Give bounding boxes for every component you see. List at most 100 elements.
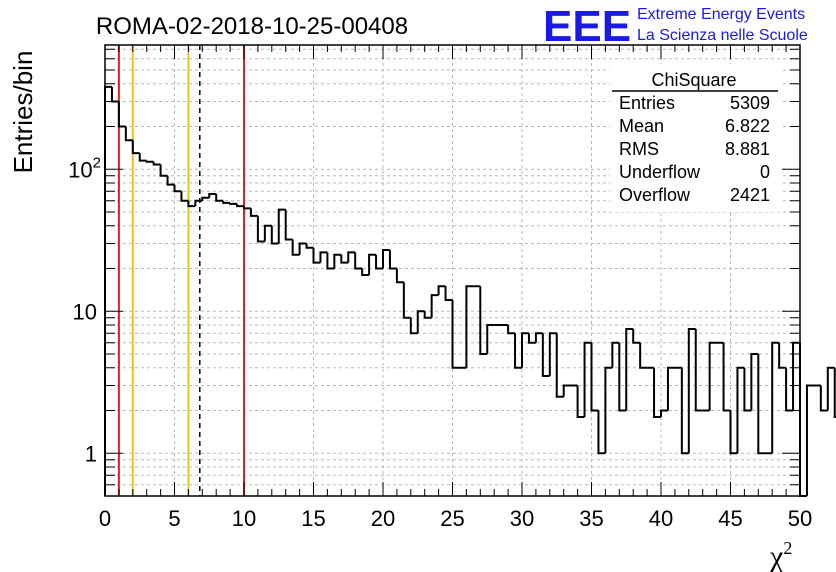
histogram-bin — [423, 311, 432, 319]
plot-frame — [104, 44, 801, 497]
histogram-bin — [833, 367, 836, 419]
stats-box: ChiSquare Entries 5309 Mean 6.822 RMS 8.881 Un… — [610, 64, 780, 212]
histogram-bin — [368, 253, 377, 276]
x-tick-label: 20 — [371, 506, 395, 531]
histogram-bin — [618, 342, 627, 412]
histogram-bin — [743, 367, 752, 412]
x-tick-label: 50 — [788, 506, 812, 531]
histogram-bin — [805, 384, 814, 496]
histogram-bin — [277, 208, 286, 244]
histogram-bin — [771, 341, 780, 454]
histogram-bin — [437, 285, 446, 296]
histogram-bin — [326, 252, 335, 270]
histogram-bin — [785, 367, 794, 412]
histogram-bin — [562, 384, 571, 397]
histogram-bin — [124, 126, 133, 142]
x-tick-label: 5 — [168, 506, 180, 531]
x-tick-label: 35 — [579, 506, 603, 531]
histogram-bin — [131, 140, 140, 155]
histogram-bin — [639, 342, 648, 369]
histogram-bin — [778, 342, 787, 369]
histogram-bin — [110, 86, 119, 103]
histogram-bin — [430, 294, 439, 318]
histogram-bin — [180, 191, 189, 202]
histogram-bin — [284, 209, 293, 241]
histogram-bin — [388, 250, 397, 270]
histogram-bin — [361, 268, 370, 277]
stats-row-value: 2421 — [730, 185, 770, 205]
y-tick-label: 102 — [68, 154, 101, 182]
histogram-bin — [826, 366, 835, 411]
stats-row-label: Overflow — [619, 185, 691, 205]
axes — [104, 44, 801, 497]
histogram-bin — [687, 327, 696, 454]
eee-logo-line2: La Scienza nelle Scuole — [637, 27, 808, 44]
histogram-bin — [632, 328, 641, 344]
histogram-bin — [117, 101, 126, 128]
y-axis-title: Entries/bin — [8, 51, 38, 174]
x-axis-title-base: χ — [769, 540, 784, 572]
histogram-bin — [521, 332, 529, 368]
histogram-bin — [479, 286, 488, 356]
histogram-bin — [222, 200, 231, 204]
histogram-bin — [736, 366, 745, 454]
histogram-bin — [152, 161, 161, 166]
x-tick-label: 40 — [649, 506, 673, 531]
x-tick-label: 10 — [232, 506, 256, 531]
histogram-series — [104, 85, 836, 497]
histogram-bin — [305, 243, 314, 249]
histogram-bin — [666, 366, 675, 411]
histogram-bin — [173, 184, 182, 193]
stats-box-name: ChiSquare — [651, 70, 736, 90]
histogram-bin — [660, 409, 668, 418]
stats-box-background — [610, 64, 780, 212]
histogram-bin — [347, 251, 356, 263]
x-tick-label: 25 — [440, 506, 464, 531]
histogram-bin — [354, 252, 363, 270]
histogram-bin — [708, 341, 717, 411]
stats-row-label: Entries — [619, 93, 675, 113]
histogram-bin — [792, 341, 800, 411]
y-tick-label: 10 — [73, 299, 97, 324]
histogram-bin — [444, 286, 453, 302]
histogram-bin — [395, 268, 404, 284]
eee-logo-line1: Extreme Energy Events — [637, 6, 805, 23]
histogram-bin — [527, 333, 536, 344]
histogram-bin — [208, 192, 217, 198]
histogram-bin — [451, 300, 460, 369]
tick-labels: 0 5 10 15 20 25 30 35 40 45 50 1 10 102 — [68, 154, 812, 531]
histogram-bin — [229, 202, 238, 205]
histogram-bin — [604, 366, 613, 454]
histogram-bin — [138, 153, 147, 162]
histogram-bin — [514, 333, 522, 369]
histogram-bin — [333, 253, 342, 269]
x-tick-label: 45 — [718, 506, 742, 531]
histogram-bin — [590, 342, 599, 412]
histogram-bin — [729, 410, 738, 455]
histogram-bin — [298, 242, 307, 255]
stats-row-label: Underflow — [619, 162, 701, 182]
histogram-bin — [166, 175, 175, 186]
histogram-bin — [215, 193, 224, 202]
histogram-bin — [256, 215, 265, 243]
histogram-bin — [465, 285, 474, 368]
histogram-bin — [694, 328, 703, 412]
histogram-bin — [201, 196, 210, 201]
histogram-bin — [541, 333, 550, 377]
histogram-bin — [312, 247, 321, 264]
histogram-bin — [145, 160, 154, 163]
histogram-bin — [194, 199, 203, 207]
x-axis-title: χ2 — [769, 538, 792, 572]
x-tick-label: 15 — [301, 506, 325, 531]
histogram-bin — [555, 333, 564, 398]
histogram-bin — [340, 254, 349, 264]
histogram-bin — [270, 225, 279, 245]
reference-lines — [117, 45, 245, 496]
histogram-bin — [375, 254, 383, 270]
histogram-bin — [653, 367, 661, 419]
histogram-bin — [548, 332, 557, 376]
grid-lines — [105, 45, 800, 497]
histogram-bin — [159, 164, 168, 177]
histogram-bin — [819, 385, 828, 412]
